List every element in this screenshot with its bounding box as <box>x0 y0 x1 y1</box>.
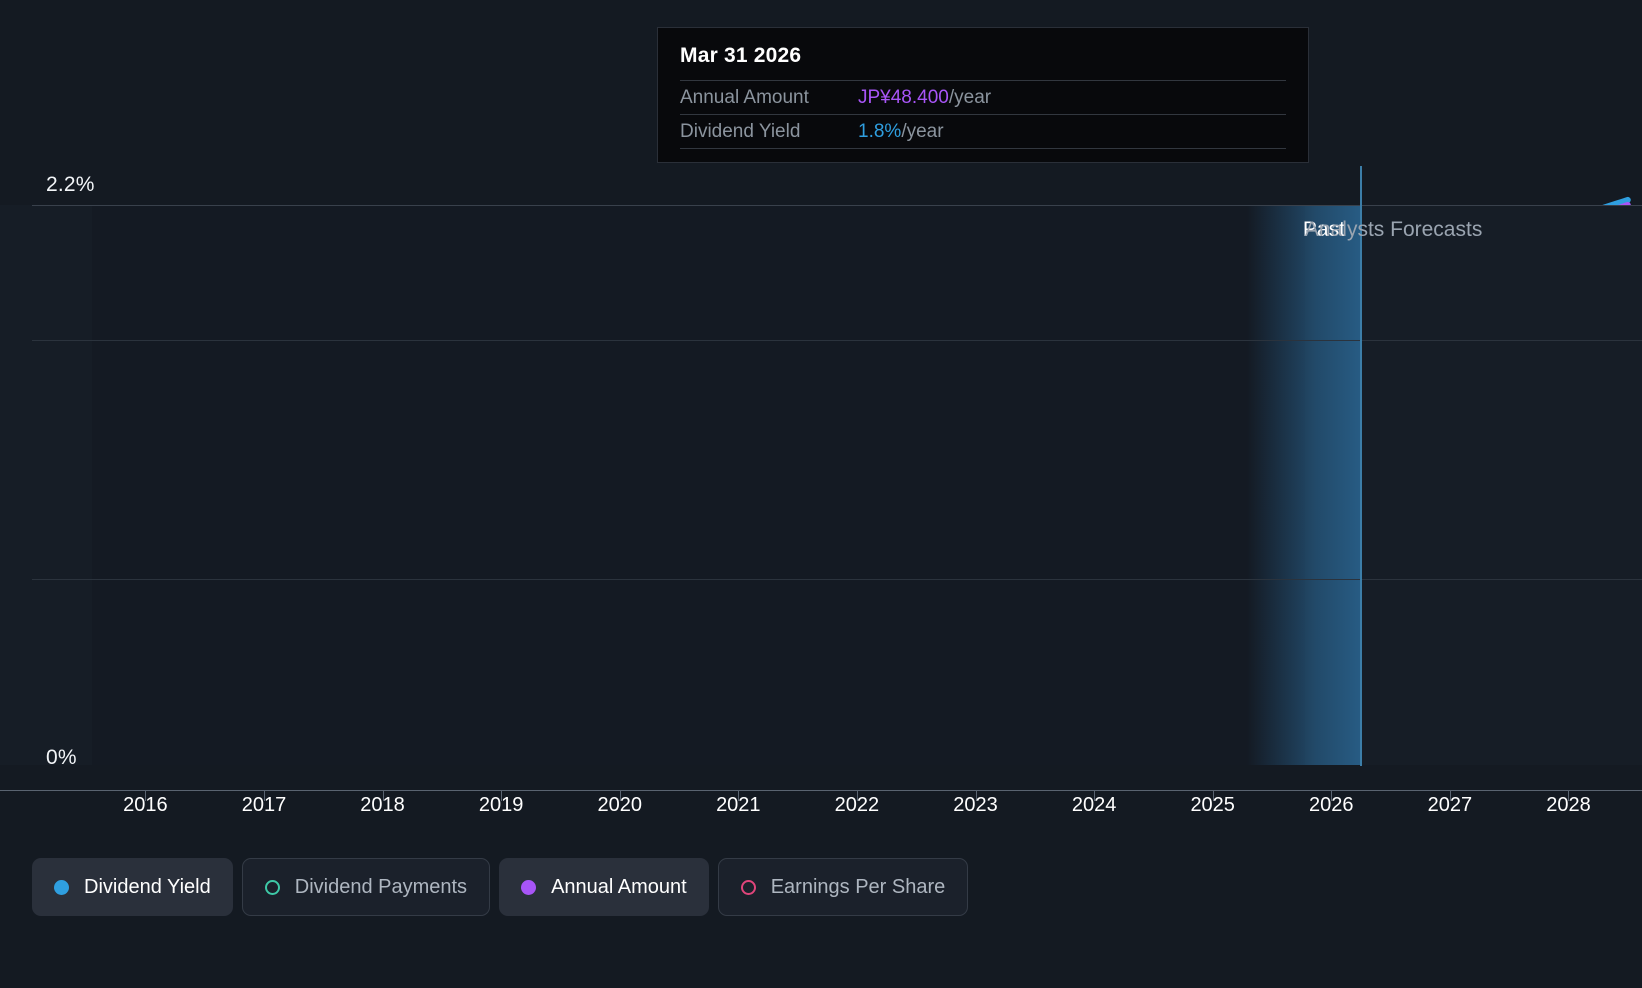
x-axis-label-2026: 2026 <box>1309 794 1354 816</box>
forecast-shading <box>1246 205 1361 765</box>
x-axis-label-2027: 2027 <box>1427 794 1473 816</box>
tooltip-title: Mar 31 2026 <box>680 44 802 67</box>
x-axis-label-2017: 2017 <box>241 794 287 816</box>
legend-item-annual-amount[interactable]: Annual Amount <box>499 858 709 916</box>
x-axis-tick <box>619 790 621 801</box>
x-axis-tick <box>738 790 740 801</box>
x-axis-label-2020: 2020 <box>597 794 642 816</box>
legend-item-dividend-payments[interactable]: Dividend Payments <box>241 858 491 916</box>
chart-plot-area: Past Analysts Forecasts 2.2% 0% 2016 2017… <box>0 166 1642 816</box>
x-axis-tick <box>975 790 977 801</box>
legend-item-dividend-yield[interactable]: Dividend Yield <box>32 858 233 916</box>
x-axis-label-2022: 2022 <box>834 794 880 816</box>
x-axis-label-2016: 2016 <box>123 794 168 816</box>
tooltip-row-value: 1.8% <box>858 120 902 142</box>
tooltip-row-value: JP¥48.400 <box>858 86 949 108</box>
x-axis-line <box>0 790 1642 791</box>
y-axis-top-label: 2.2% <box>46 173 95 196</box>
x-axis-label-2024: 2024 <box>1071 794 1117 816</box>
past-label: Past <box>1302 218 1345 241</box>
x-axis-tick <box>382 790 384 801</box>
x-axis-tick <box>856 790 858 801</box>
gridline-top <box>32 205 1642 206</box>
legend-item-earnings-per-share[interactable]: Earnings Per Share <box>717 858 969 916</box>
legend-swatch-icon <box>740 879 756 895</box>
tooltip-row-key: Dividend Yield <box>680 120 801 142</box>
x-axis-label-2018: 2018 <box>360 794 405 816</box>
legend-item-label: Dividend Yield <box>84 875 211 898</box>
tooltip-row: Annual Amount JP¥48.400/year <box>680 80 1286 114</box>
x-axis-label-2028: 2028 <box>1546 794 1591 816</box>
legend-swatch-icon <box>54 879 69 895</box>
analysts-forecasts-label: Analysts Forecasts <box>1304 218 1483 241</box>
legend-item-label: Earnings Per Share <box>770 875 946 898</box>
gridline-1 <box>32 339 1642 341</box>
tooltip-row-unit: /year <box>948 86 992 108</box>
tooltip-row: Dividend Yield 1.8%/year <box>680 114 1286 148</box>
tooltip-row-key: Annual Amount <box>680 86 809 108</box>
legend-item-label: Dividend Payments <box>294 875 468 898</box>
x-axis-label-2025: 2025 <box>1190 794 1235 816</box>
legend-swatch-icon <box>264 879 280 895</box>
chart-legend[interactable]: Dividend Yield Dividend Payments Annual Am… <box>32 858 969 916</box>
x-axis-label-2023: 2023 <box>953 794 998 816</box>
gridline-2 <box>32 579 1642 581</box>
y-axis-bottom-label: 0% <box>46 746 77 769</box>
tooltip-rows: Annual Amount JP¥48.400/year Dividend Yiel… <box>680 80 1286 148</box>
past-region-background <box>92 205 1305 765</box>
x-axis-label-2019: 2019 <box>478 794 524 816</box>
x-axis-tick <box>501 790 503 801</box>
tooltip-bottom-rule <box>680 148 1286 150</box>
x-axis-tick <box>145 790 147 801</box>
x-axis-tick <box>1212 790 1214 801</box>
forecast-divider <box>1359 166 1362 766</box>
legend-item-label: Annual Amount <box>551 875 687 898</box>
x-axis-tick <box>263 790 265 801</box>
x-axis-tick <box>1331 790 1333 801</box>
x-axis-tick <box>1449 790 1451 801</box>
legend-swatch-icon <box>521 879 537 895</box>
x-axis-tick <box>1094 790 1096 801</box>
chart-tooltip: Mar 31 2026 Annual Amount JP¥48.400/year D… <box>657 27 1309 163</box>
tooltip-row-unit: /year <box>901 120 944 142</box>
x-axis-label-2021: 2021 <box>716 794 761 816</box>
x-axis-tick <box>1568 790 1570 801</box>
